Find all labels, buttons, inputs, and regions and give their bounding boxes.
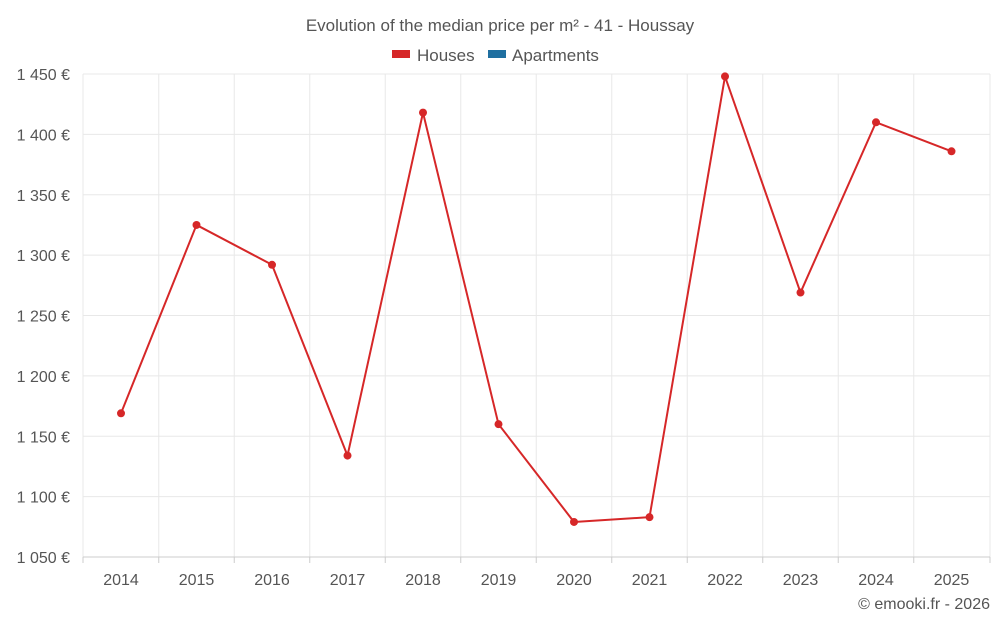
x-tick-label: 2024 xyxy=(858,572,894,589)
data-point-houses-2017[interactable] xyxy=(343,451,352,460)
data-point-houses-2014[interactable] xyxy=(117,409,125,418)
x-axis-tick-labels: 2014 2015 2016 2017 2018 2019 2020 2021 2022 2023… xyxy=(103,572,969,589)
y-tick-label: 1 200 € xyxy=(17,369,70,386)
chart-title: Evolution of the median price per m² - 4… xyxy=(306,16,695,35)
data-point-houses-2024[interactable] xyxy=(872,118,880,127)
y-tick-label: 1 350 € xyxy=(17,188,70,205)
legend-label-houses[interactable]: Houses xyxy=(417,46,475,65)
legend-swatch-apartments[interactable] xyxy=(488,50,506,58)
x-tick-label: 2019 xyxy=(481,572,517,589)
x-tick-label: 2016 xyxy=(254,572,290,589)
credit-text: © emooki.fr - 2026 xyxy=(858,596,990,613)
y-tick-label: 1 250 € xyxy=(17,309,70,326)
data-point-houses-2015[interactable] xyxy=(192,220,201,229)
legend-swatch-houses[interactable] xyxy=(392,50,410,58)
legend: Houses Apartments xyxy=(392,46,599,65)
data-point-houses-2019[interactable] xyxy=(494,420,503,429)
x-tick-label: 2017 xyxy=(330,572,366,589)
x-tick-label: 2014 xyxy=(103,572,139,589)
series-houses xyxy=(117,72,956,526)
y-tick-label: 1 400 € xyxy=(17,127,70,144)
x-tick-label: 2022 xyxy=(707,572,743,589)
y-tick-label: 1 300 € xyxy=(17,248,70,265)
x-tick-label: 2023 xyxy=(783,572,819,589)
legend-label-apartments[interactable]: Apartments xyxy=(512,46,599,65)
y-axis-tick-labels: 1 050 € 1 100 € 1 150 € 1 200 € 1 250 € 1 300… xyxy=(17,67,70,567)
x-tick-label: 2021 xyxy=(632,572,668,589)
x-tick-label: 2018 xyxy=(405,572,441,589)
data-point-houses-2021[interactable] xyxy=(645,513,654,522)
x-gridlines xyxy=(82,74,991,563)
data-point-houses-2023[interactable] xyxy=(796,288,805,297)
data-point-houses-2016[interactable] xyxy=(268,260,276,269)
data-point-houses-2018[interactable] xyxy=(419,108,427,117)
y-tick-label: 1 100 € xyxy=(17,490,70,507)
data-point-houses-2020[interactable] xyxy=(570,517,578,526)
y-tick-label: 1 150 € xyxy=(17,429,70,446)
y-tick-label: 1 050 € xyxy=(17,550,70,567)
data-point-houses-2025[interactable] xyxy=(947,147,956,156)
x-tick-label: 2025 xyxy=(934,572,970,589)
series-line-houses xyxy=(120,75,952,523)
x-tick-label: 2020 xyxy=(556,572,592,589)
data-point-houses-2022[interactable] xyxy=(721,72,729,81)
y-tick-label: 1 450 € xyxy=(17,67,70,84)
x-tick-label: 2015 xyxy=(179,572,215,589)
